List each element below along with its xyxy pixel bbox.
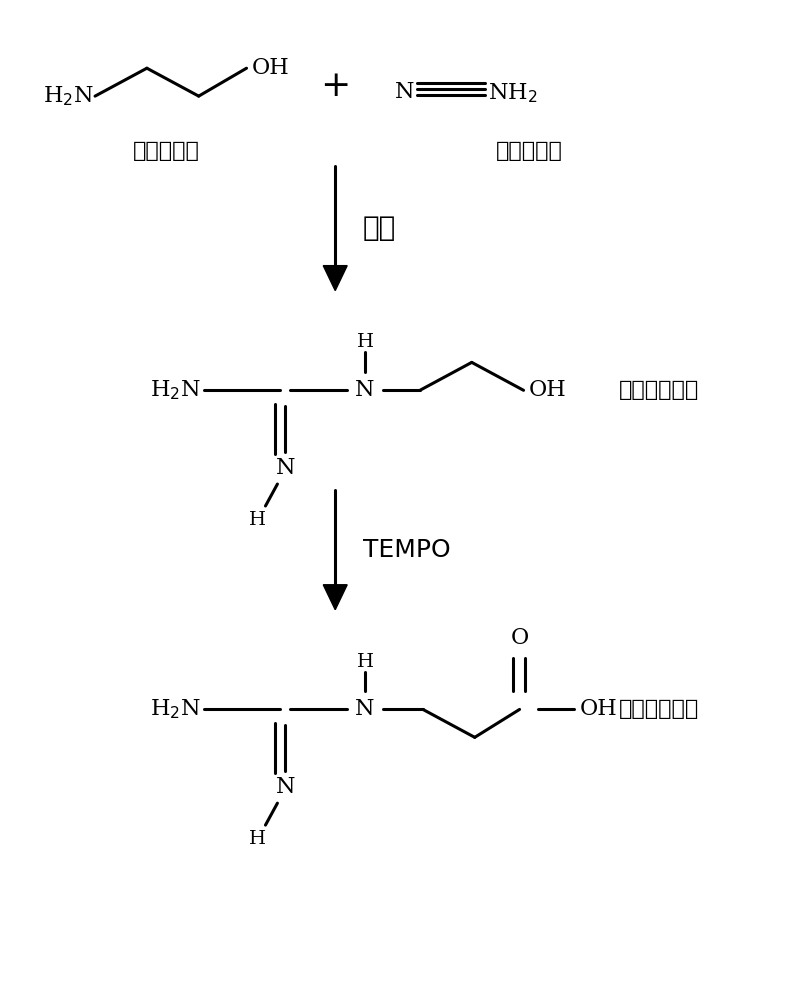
Text: （乙醇胺）: （乙醇胺）	[132, 141, 199, 161]
Text: H: H	[249, 830, 266, 848]
Text: H$_2$N: H$_2$N	[43, 84, 94, 108]
Text: （胍基乙酸）: （胍基乙酸）	[619, 699, 699, 719]
Polygon shape	[324, 585, 347, 610]
Text: N: N	[395, 81, 414, 103]
Text: +: +	[320, 69, 351, 103]
Text: N: N	[276, 776, 295, 798]
Text: N: N	[355, 698, 375, 720]
Text: N: N	[276, 457, 295, 479]
Text: OH: OH	[252, 57, 289, 79]
Text: H$_2$N: H$_2$N	[150, 379, 201, 402]
Text: （胍基乙醇）: （胍基乙醇）	[619, 380, 699, 400]
Text: H$_2$N: H$_2$N	[150, 698, 201, 721]
Text: OH: OH	[579, 698, 617, 720]
Text: H: H	[249, 511, 266, 529]
Text: TEMPO: TEMPO	[363, 538, 451, 562]
Text: （单氰胺）: （单氰胺）	[496, 141, 563, 161]
Polygon shape	[324, 266, 347, 291]
Text: N: N	[355, 379, 375, 401]
Text: O: O	[510, 627, 528, 649]
Text: H: H	[356, 333, 374, 351]
Text: OH: OH	[528, 379, 567, 401]
Text: H: H	[356, 653, 374, 671]
Text: 加热: 加热	[363, 214, 396, 242]
Text: NH$_2$: NH$_2$	[488, 81, 537, 105]
